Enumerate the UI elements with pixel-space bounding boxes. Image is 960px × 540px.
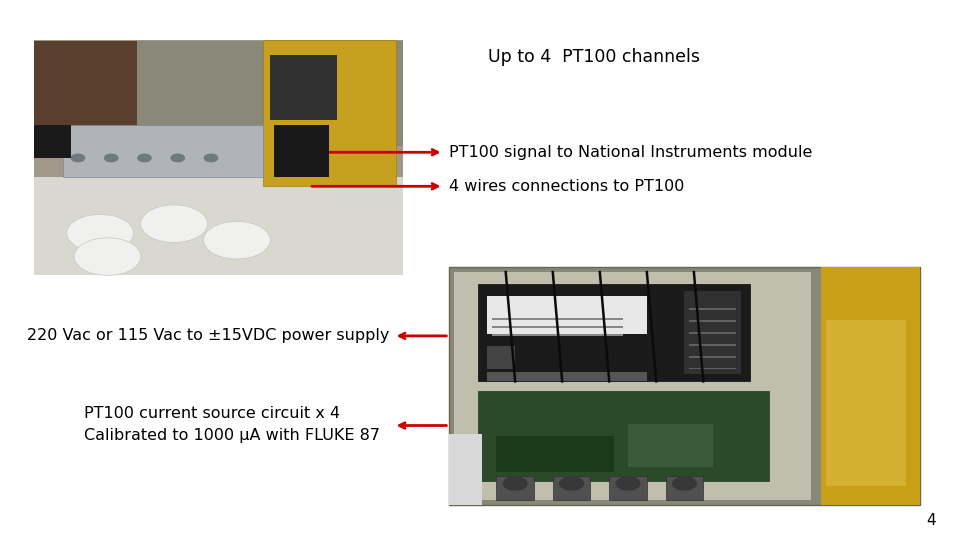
Text: 220 Vac or 115 Vac to ±15VDC power supply: 220 Vac or 115 Vac to ±15VDC power suppl… <box>27 328 389 343</box>
Bar <box>477 284 751 381</box>
Circle shape <box>140 205 207 242</box>
Bar <box>34 125 71 158</box>
Text: 4: 4 <box>926 513 936 528</box>
Bar <box>689 332 736 334</box>
Bar <box>63 125 263 177</box>
Text: PT100 signal to National Instruments module: PT100 signal to National Instruments mod… <box>449 145 813 160</box>
Bar <box>689 368 736 369</box>
Bar <box>454 272 811 500</box>
Bar <box>492 326 623 328</box>
Text: Calibrated to 1000 μA with FLUKE 87: Calibrated to 1000 μA with FLUKE 87 <box>84 428 380 443</box>
Bar <box>34 40 137 130</box>
Bar <box>492 334 623 336</box>
Circle shape <box>673 477 696 490</box>
Bar <box>487 296 647 334</box>
Bar <box>34 40 403 275</box>
Bar <box>689 356 736 357</box>
Bar <box>477 391 769 481</box>
Circle shape <box>204 154 218 161</box>
Bar <box>496 476 534 500</box>
Bar <box>449 434 482 505</box>
Circle shape <box>105 154 118 161</box>
Bar <box>270 55 337 120</box>
Circle shape <box>616 477 639 490</box>
Bar <box>684 291 741 374</box>
Circle shape <box>204 221 271 259</box>
Circle shape <box>74 238 141 275</box>
Bar <box>137 40 403 146</box>
Bar <box>34 177 403 275</box>
Text: PT100 current source circuit x 4: PT100 current source circuit x 4 <box>84 406 341 421</box>
Bar <box>628 424 712 467</box>
Bar <box>689 308 736 310</box>
Bar <box>274 125 329 177</box>
Circle shape <box>171 154 184 161</box>
Text: Up to 4  PT100 channels: Up to 4 PT100 channels <box>488 48 700 66</box>
Circle shape <box>138 154 151 161</box>
Bar <box>665 476 704 500</box>
Bar <box>553 476 590 500</box>
Circle shape <box>560 477 584 490</box>
Bar <box>449 267 920 505</box>
Bar <box>826 320 905 486</box>
Bar <box>487 372 647 381</box>
Text: 4 wires connections to PT100: 4 wires connections to PT100 <box>449 179 684 194</box>
Circle shape <box>66 214 133 252</box>
Bar <box>689 344 736 346</box>
Bar <box>492 318 623 320</box>
Bar <box>610 476 647 500</box>
Bar <box>487 346 516 369</box>
Bar <box>689 320 736 322</box>
Circle shape <box>503 477 527 490</box>
Bar <box>496 436 614 471</box>
Bar <box>263 40 396 186</box>
Circle shape <box>71 154 84 161</box>
Bar <box>821 267 920 505</box>
